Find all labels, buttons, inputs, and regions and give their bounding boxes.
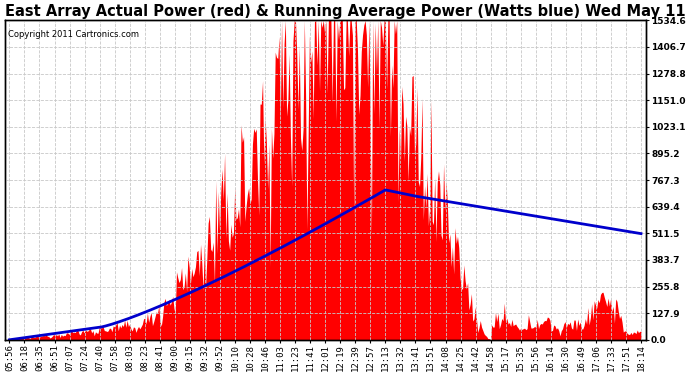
Text: Copyright 2011 Cartronics.com: Copyright 2011 Cartronics.com bbox=[8, 30, 139, 39]
Text: East Array Actual Power (red) & Running Average Power (Watts blue) Wed May 11 19: East Array Actual Power (red) & Running … bbox=[5, 4, 690, 19]
